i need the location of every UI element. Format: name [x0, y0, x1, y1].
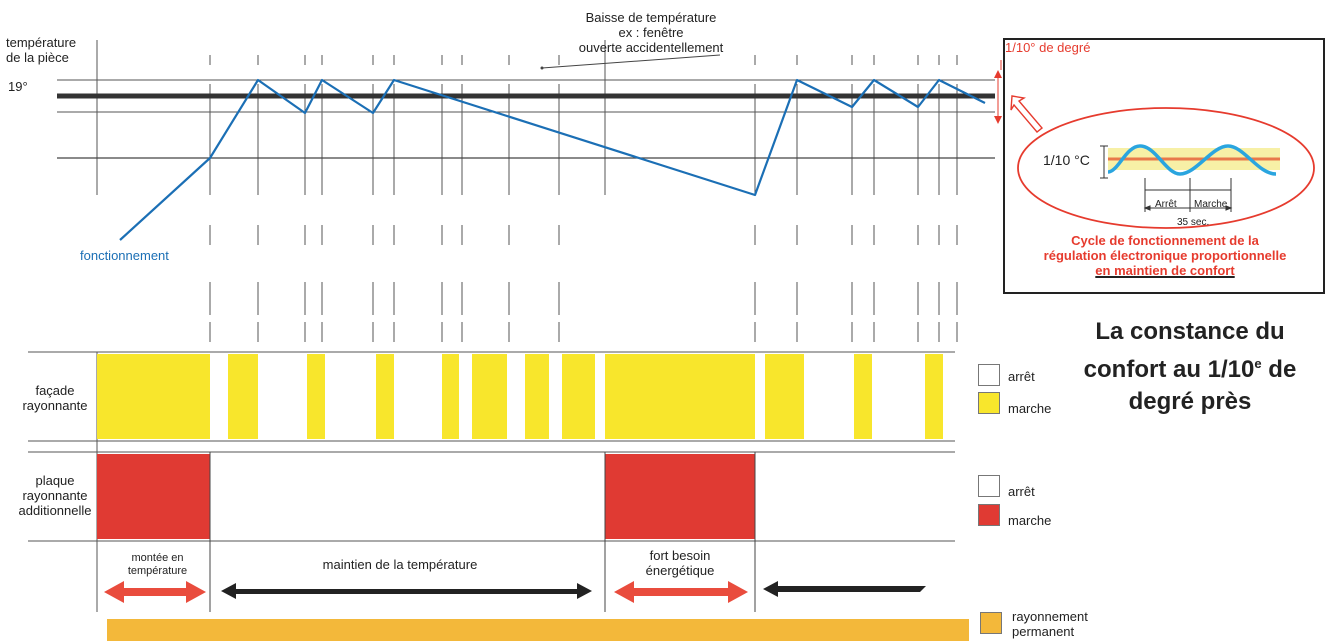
- facade-marche-block: [97, 354, 210, 439]
- plaque-marche-blocks: [97, 454, 755, 539]
- annotation-text: Baisse de température ex : fenêtre ouver…: [578, 10, 724, 55]
- temperature-curve: [119, 78, 986, 241]
- plaque-marche-block: [97, 454, 210, 539]
- legend-facade-off-label: arrêt: [1008, 369, 1035, 384]
- facade-marche-block: [525, 354, 549, 439]
- phase1-arrow: [104, 581, 206, 603]
- legend-permanent-swatch: [980, 612, 1002, 634]
- precision-label: 1/10° de degré: [1005, 40, 1091, 55]
- phase2-label: maintien de la température: [322, 557, 478, 572]
- row-label-facade: façade rayonnante: [22, 383, 88, 413]
- legend-facade-off-swatch: [978, 364, 1000, 386]
- time-gridlines: [96, 40, 958, 342]
- facade-marche-block: [605, 354, 755, 439]
- facade-marche-block: [765, 354, 804, 439]
- permanent-radiation-bar: [107, 619, 969, 641]
- annotation-leader-line: [541, 54, 721, 69]
- facade-marche-block: [562, 354, 595, 439]
- inset-period-label: 35 sec.: [1177, 217, 1210, 228]
- phase3-label: fort besoin énergétique: [645, 548, 715, 578]
- row-label-plaque: plaque rayonnante additionnelle: [18, 473, 92, 518]
- legend-plaque-on-swatch: [978, 504, 1000, 526]
- inset-off-label: Arrêt: [1155, 199, 1177, 210]
- inset-cycle-wave: [1107, 144, 1277, 176]
- legend-plaque-off-label: arrêt: [1008, 484, 1035, 499]
- facade-marche-block: [472, 354, 507, 439]
- precision-bracket: [994, 60, 1002, 124]
- inset-amplitude-label: 1/10 °C: [1043, 152, 1090, 168]
- facade-marche-blocks: [97, 354, 943, 439]
- facade-marche-block: [442, 354, 459, 439]
- legend-permanent-label: rayonnement permanent: [1012, 609, 1088, 639]
- inset-frame: [1003, 38, 1325, 294]
- phase4-arrow: [763, 581, 926, 597]
- callout-arrow: [1010, 95, 1044, 133]
- inset-on-label: Marche: [1194, 199, 1228, 210]
- facade-marche-block: [925, 354, 943, 439]
- phase2-arrow: [221, 583, 592, 599]
- annotation-dot: [540, 66, 544, 70]
- plaque-marche-block: [605, 454, 755, 539]
- phase1-label: montée en température: [127, 552, 188, 577]
- legend-facade-on-swatch: [978, 392, 1000, 414]
- legend-plaque-on-label: marche: [1008, 513, 1052, 528]
- phase-separators: [209, 452, 756, 612]
- facade-marche-block: [228, 354, 258, 439]
- facade-marche-block: [854, 354, 872, 439]
- legend-plaque-off-swatch: [978, 475, 1000, 497]
- headline: La constance du confort au 1/10e de degr…: [1083, 318, 1297, 415]
- facade-marche-block: [307, 354, 325, 439]
- inset-title: Cycle de fonctionnement de la régulation…: [1043, 233, 1287, 278]
- y-axis-label: température de la pièce: [6, 35, 77, 65]
- inset-dimension-lines: [1100, 145, 1233, 212]
- legend-facade-on-label: marche: [1008, 401, 1052, 416]
- curve-label: fonctionnement: [80, 248, 169, 263]
- facade-marche-block: [376, 354, 394, 439]
- phase3-arrow: [614, 581, 748, 603]
- setpoint-label: 19°: [8, 79, 28, 94]
